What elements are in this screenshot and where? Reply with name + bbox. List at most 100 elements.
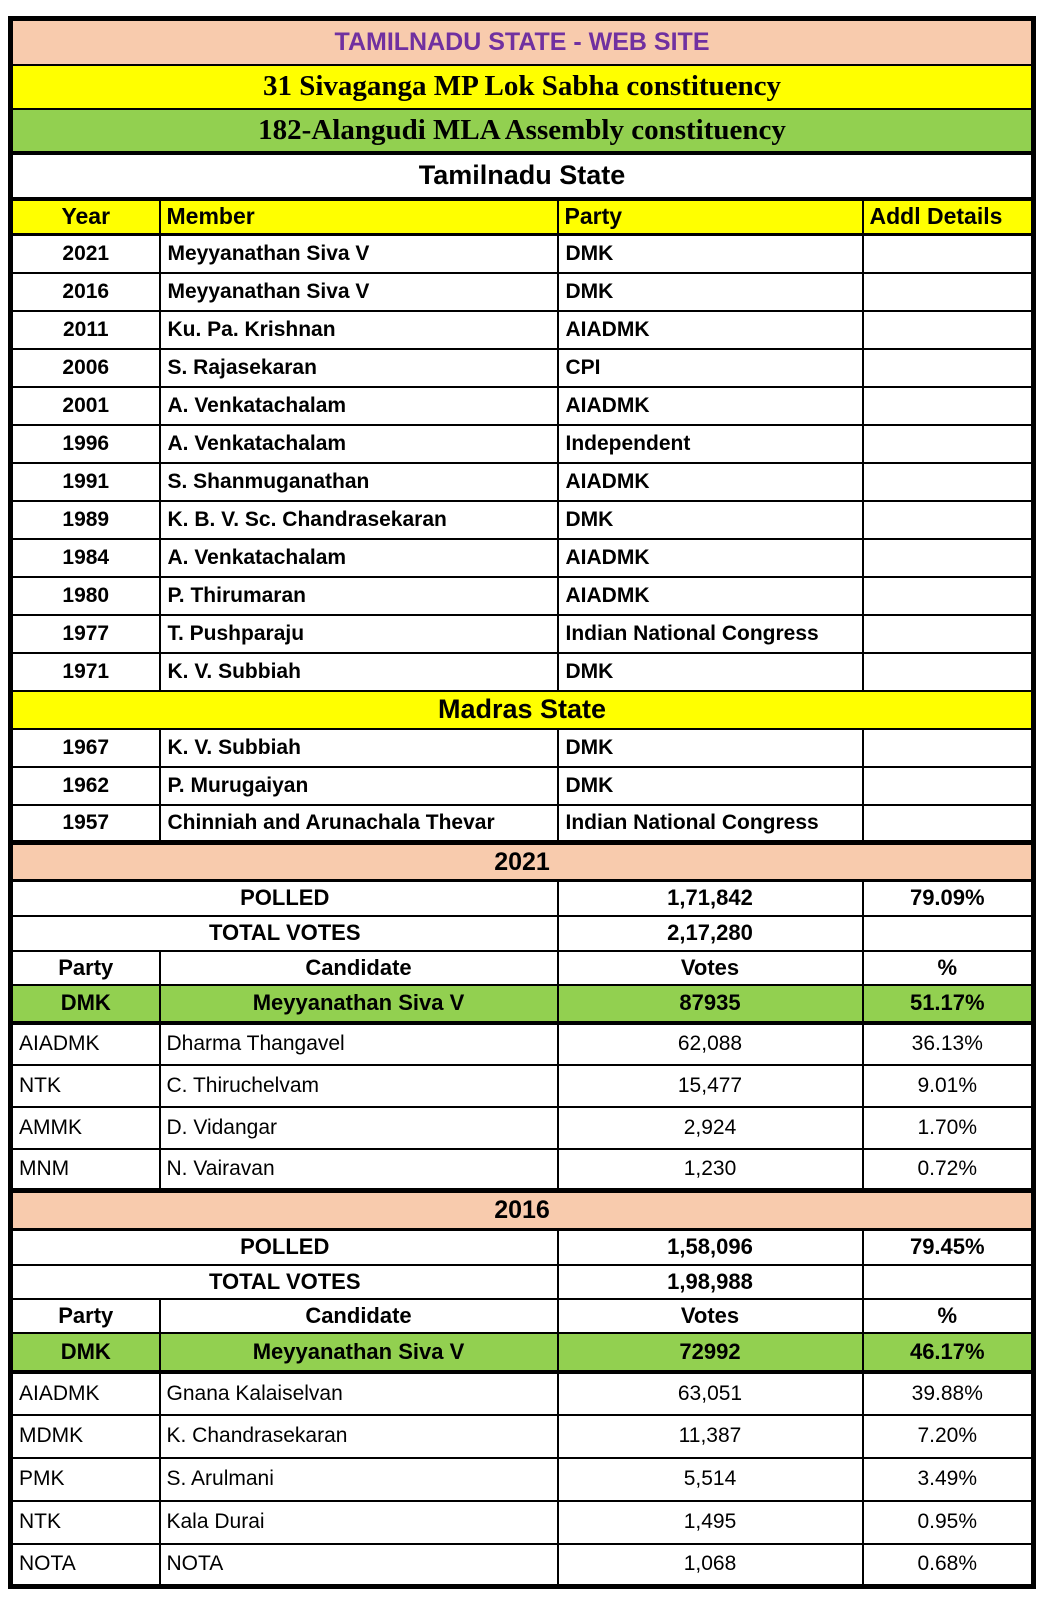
candidate-cell: NOTA bbox=[158, 1542, 559, 1588]
party-cell: NOTA bbox=[9, 1542, 161, 1588]
candidate-cell: D. Vidangar bbox=[158, 1105, 559, 1150]
member-row: 1962 P. Murugaiyan DMK bbox=[9, 765, 1035, 806]
party-cell: AIADMK bbox=[556, 575, 864, 616]
addl-details-cell bbox=[861, 499, 1035, 540]
party-cell: DMK bbox=[556, 233, 864, 274]
member-row: 2001 A. Venkatachalam AIADMK bbox=[9, 385, 1035, 426]
polled-label: POLLED bbox=[9, 1228, 559, 1266]
percent-cell: 36.13% bbox=[861, 1021, 1035, 1066]
member-row: 1957 Chinniah and Arunachala Thevar Indian… bbox=[9, 803, 1035, 844]
percent-cell: 46.17% bbox=[861, 1331, 1035, 1374]
addl-details-column-header: Addl Details bbox=[861, 197, 1035, 236]
candidate-cell: C. Thiruchelvam bbox=[158, 1063, 559, 1108]
addl-details-cell bbox=[861, 385, 1035, 426]
polled-row-2016: POLLED 1,58,096 79.45% bbox=[9, 1228, 1035, 1266]
candidate-cell: Meyyanathan Siva V bbox=[158, 983, 559, 1025]
party-cell: AIADMK bbox=[556, 537, 864, 578]
party-cell: DMK bbox=[9, 1331, 161, 1374]
polled-votes: 1,58,096 bbox=[556, 1228, 864, 1266]
year-column-header: Year bbox=[9, 197, 161, 236]
party-column-header: Party bbox=[9, 949, 161, 986]
votes-cell: 1,495 bbox=[556, 1499, 864, 1545]
party-cell: AIADMK bbox=[556, 461, 864, 502]
member-row: 1991 S. Shanmuganathan AIADMK bbox=[9, 461, 1035, 502]
percent-column-header: % bbox=[861, 1297, 1035, 1334]
year-cell: 2016 bbox=[9, 271, 161, 312]
member-cell: Meyyanathan Siva V bbox=[158, 271, 559, 312]
polled-percent: 79.09% bbox=[861, 879, 1035, 917]
votes-cell: 72992 bbox=[556, 1331, 864, 1374]
party-cell: MNM bbox=[9, 1147, 161, 1192]
site-title: TAMILNADU STATE - WEB SITE bbox=[9, 17, 1035, 66]
votes-cell: 5,514 bbox=[556, 1456, 864, 1502]
year-cell: 2001 bbox=[9, 385, 161, 426]
result-row: AIADMK Gnana Kalaiselvan 63,051 39.88% bbox=[9, 1370, 1035, 1416]
addl-details-cell bbox=[861, 461, 1035, 502]
year-cell: 1967 bbox=[9, 727, 161, 768]
candidate-column-header: Candidate bbox=[158, 949, 559, 986]
year-cell: 2011 bbox=[9, 309, 161, 350]
polled-votes: 1,71,842 bbox=[556, 879, 864, 917]
addl-details-cell bbox=[861, 651, 1035, 692]
section-title-tamilnadu: Tamilnadu State bbox=[9, 151, 1035, 201]
member-cell: Ku. Pa. Krishnan bbox=[158, 309, 559, 350]
election-year-header-2021: 2021 bbox=[9, 840, 1035, 882]
party-cell: DMK bbox=[556, 271, 864, 312]
percent-cell: 9.01% bbox=[861, 1063, 1035, 1108]
party-column-header: Party bbox=[9, 1297, 161, 1334]
votes-cell: 15,477 bbox=[556, 1063, 864, 1108]
percent-cell: 1.70% bbox=[861, 1105, 1035, 1150]
member-row: 1996 A. Venkatachalam Independent bbox=[9, 423, 1035, 464]
year-cell: 2021 bbox=[9, 233, 161, 274]
percent-cell: 0.95% bbox=[861, 1499, 1035, 1545]
polled-label: POLLED bbox=[9, 879, 559, 917]
party-cell: Independent bbox=[556, 423, 864, 464]
year-cell: 1971 bbox=[9, 651, 161, 692]
result-row: NOTA NOTA 1,068 0.68% bbox=[9, 1542, 1035, 1588]
member-row: 1971 K. V. Subbiah DMK bbox=[9, 651, 1035, 692]
member-row: 1967 K. V. Subbiah DMK bbox=[9, 727, 1035, 768]
addl-details-cell bbox=[861, 233, 1035, 274]
member-cell: A. Venkatachalam bbox=[158, 385, 559, 426]
party-cell: DMK bbox=[556, 651, 864, 692]
party-cell: DMK bbox=[556, 727, 864, 768]
candidate-cell: Dharma Thangavel bbox=[158, 1021, 559, 1066]
votes-cell: 11,387 bbox=[556, 1413, 864, 1459]
winner-row-2016: DMK Meyyanathan Siva V 72992 46.17% bbox=[9, 1331, 1035, 1374]
election-year-header-2016: 2016 bbox=[9, 1188, 1035, 1231]
year-cell: 1962 bbox=[9, 765, 161, 806]
percent-cell: 39.88% bbox=[861, 1370, 1035, 1416]
results-header-row-2016: Party Candidate Votes % bbox=[9, 1297, 1035, 1334]
member-row: 1977 T. Pushparaju Indian National Congres… bbox=[9, 613, 1035, 654]
addl-details-cell bbox=[861, 423, 1035, 464]
member-cell: A. Venkatachalam bbox=[158, 537, 559, 578]
year-cell: 1989 bbox=[9, 499, 161, 540]
year-cell: 1980 bbox=[9, 575, 161, 616]
polled-percent: 79.45% bbox=[861, 1228, 1035, 1266]
total-votes-value: 2,17,280 bbox=[556, 914, 864, 952]
party-cell: DMK bbox=[556, 765, 864, 806]
votes-cell: 1,068 bbox=[556, 1542, 864, 1588]
member-row: 2011 Ku. Pa. Krishnan AIADMK bbox=[9, 309, 1035, 350]
member-row: 1989 K. B. V. Sc. Chandrasekaran DMK bbox=[9, 499, 1035, 540]
percent-cell: 0.72% bbox=[861, 1147, 1035, 1192]
addl-details-cell bbox=[861, 575, 1035, 616]
party-cell: DMK bbox=[9, 983, 161, 1025]
candidate-cell: Kala Durai bbox=[158, 1499, 559, 1545]
result-row: MDMK K. Chandrasekaran 11,387 7.20% bbox=[9, 1413, 1035, 1459]
member-cell: K. B. V. Sc. Chandrasekaran bbox=[158, 499, 559, 540]
member-cell: P. Murugaiyan bbox=[158, 765, 559, 806]
member-cell: K. V. Subbiah bbox=[158, 651, 559, 692]
addl-details-cell bbox=[861, 613, 1035, 654]
party-column-header: Party bbox=[556, 197, 864, 236]
votes-cell: 63,051 bbox=[556, 1370, 864, 1416]
constituency-table: TAMILNADU STATE - WEB SITE 31 Sivaganga … bbox=[8, 16, 1037, 1589]
party-cell: NTK bbox=[9, 1499, 161, 1545]
year-cell: 1996 bbox=[9, 423, 161, 464]
member-row: 1980 P. Thirumaran AIADMK bbox=[9, 575, 1035, 616]
member-cell: S. Shanmuganathan bbox=[158, 461, 559, 502]
member-cell: T. Pushparaju bbox=[158, 613, 559, 654]
total-votes-percent-empty bbox=[861, 1263, 1035, 1300]
member-row: 1984 A. Venkatachalam AIADMK bbox=[9, 537, 1035, 578]
